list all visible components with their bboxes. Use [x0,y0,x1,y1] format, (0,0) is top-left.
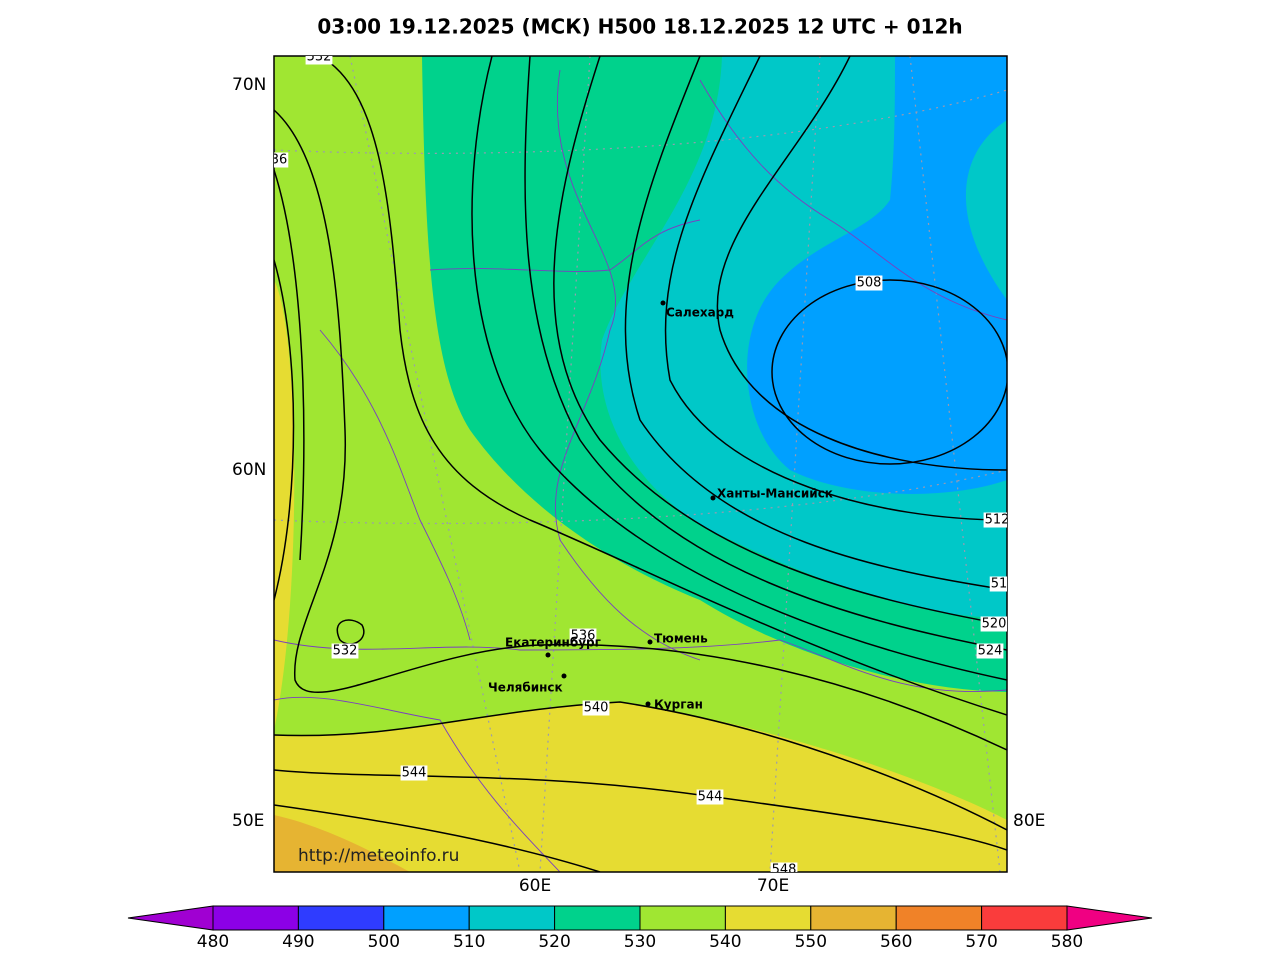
city-dot [647,639,653,645]
colorbar-extend [127,905,214,931]
city-name: Екатеринбург [505,636,601,650]
lon-label: 80E [1013,811,1045,831]
contour-label-bg [770,862,798,872]
contour-label-bg [983,512,1007,528]
contour-label-bg [582,700,610,716]
contour-label: 520 [982,617,1007,632]
colorbar-extend [1066,905,1153,931]
map [274,56,1007,872]
city-dot [710,495,716,501]
contour-label: 36 [271,153,288,168]
map-frame [273,55,1008,873]
colorbar-tick-label: 580 [1051,932,1083,952]
colorbar-segment [810,905,897,931]
contour-label: 524 [978,644,1003,659]
colorbar: 480 490 500 510 520 530 540 550 560 570 580 [127,905,1153,952]
watermark: http://meteoinfo.ru [298,846,459,866]
colorbar-tick-label: 490 [282,932,314,952]
city-dot [645,701,651,707]
contour-label-bg [305,56,333,65]
grid [274,56,1007,872]
city-name: Курган [654,698,703,712]
contour-label: 532 [307,50,332,65]
lon-label: 70E [757,876,789,896]
contour-label-bg [980,616,1007,632]
lon-label: 60E [519,876,551,896]
contour-label-bg [989,576,1007,592]
contour-label: 544 [402,766,427,781]
contours [274,56,1007,872]
colorbar-segment [468,905,556,931]
contour-label: 544 [698,790,723,805]
colorbar-segment [981,905,1068,931]
colorbar-segment [554,905,641,931]
city-dot [660,300,666,306]
lat-label: 70N [232,75,266,95]
city-name: Тюмень [654,632,708,646]
contour-label: 51 [991,577,1008,592]
contour-label: 512 [985,513,1010,528]
band-fill [274,702,1007,872]
lon-label: 50E [232,811,264,831]
map-labels: 532 36 508 512 51 520 524 536 532 540 544 544 548 Сал… [271,50,1010,878]
colorbar-tick-label: 530 [624,932,656,952]
band-fill [274,815,410,872]
contour-label-bg [855,275,883,291]
contour-label: 536 [571,629,596,644]
city-dot [561,673,567,679]
colorbar-segment [639,905,726,931]
contour-label: 540 [584,701,609,716]
colorbar-tick-label: 520 [538,932,570,952]
contour-label-bg [274,152,289,168]
colorbar-segment [212,905,299,931]
colorbar-segment [297,905,385,931]
colorbar-tick-label: 550 [795,932,827,952]
lat-label: 60N [232,460,266,480]
contour-label-bg [976,643,1004,659]
colorbar-tick-label: 480 [197,932,229,952]
contour-label: 548 [772,863,797,878]
contour-label: 532 [333,644,358,659]
city-name: Челябинск [488,681,563,695]
colorbar-segment [895,905,983,931]
colorbar-tick-label: 510 [453,932,485,952]
colorbar-segment [724,905,812,931]
city-dot [545,652,551,658]
city-name: Салехард [666,306,734,320]
contour-label-bg [331,643,359,659]
colorbar-tick-label: 560 [880,932,912,952]
colorbar-segment [383,905,470,931]
contour-label-bg [696,789,724,805]
title: 03:00 19.12.2025 (МСК) H500 18.12.2025 1… [317,15,962,39]
contour-label-bg [400,765,428,781]
colorbar-tick-label: 540 [709,932,741,952]
colorbar-tick-label: 500 [368,932,400,952]
band-fill [747,56,1007,494]
contour-label-bg [569,628,597,644]
colorbar-tick-label: 570 [965,932,997,952]
contour-label: 508 [857,276,882,291]
band-fill [274,280,295,730]
city-name: Ханты-Мансийск [717,487,833,501]
